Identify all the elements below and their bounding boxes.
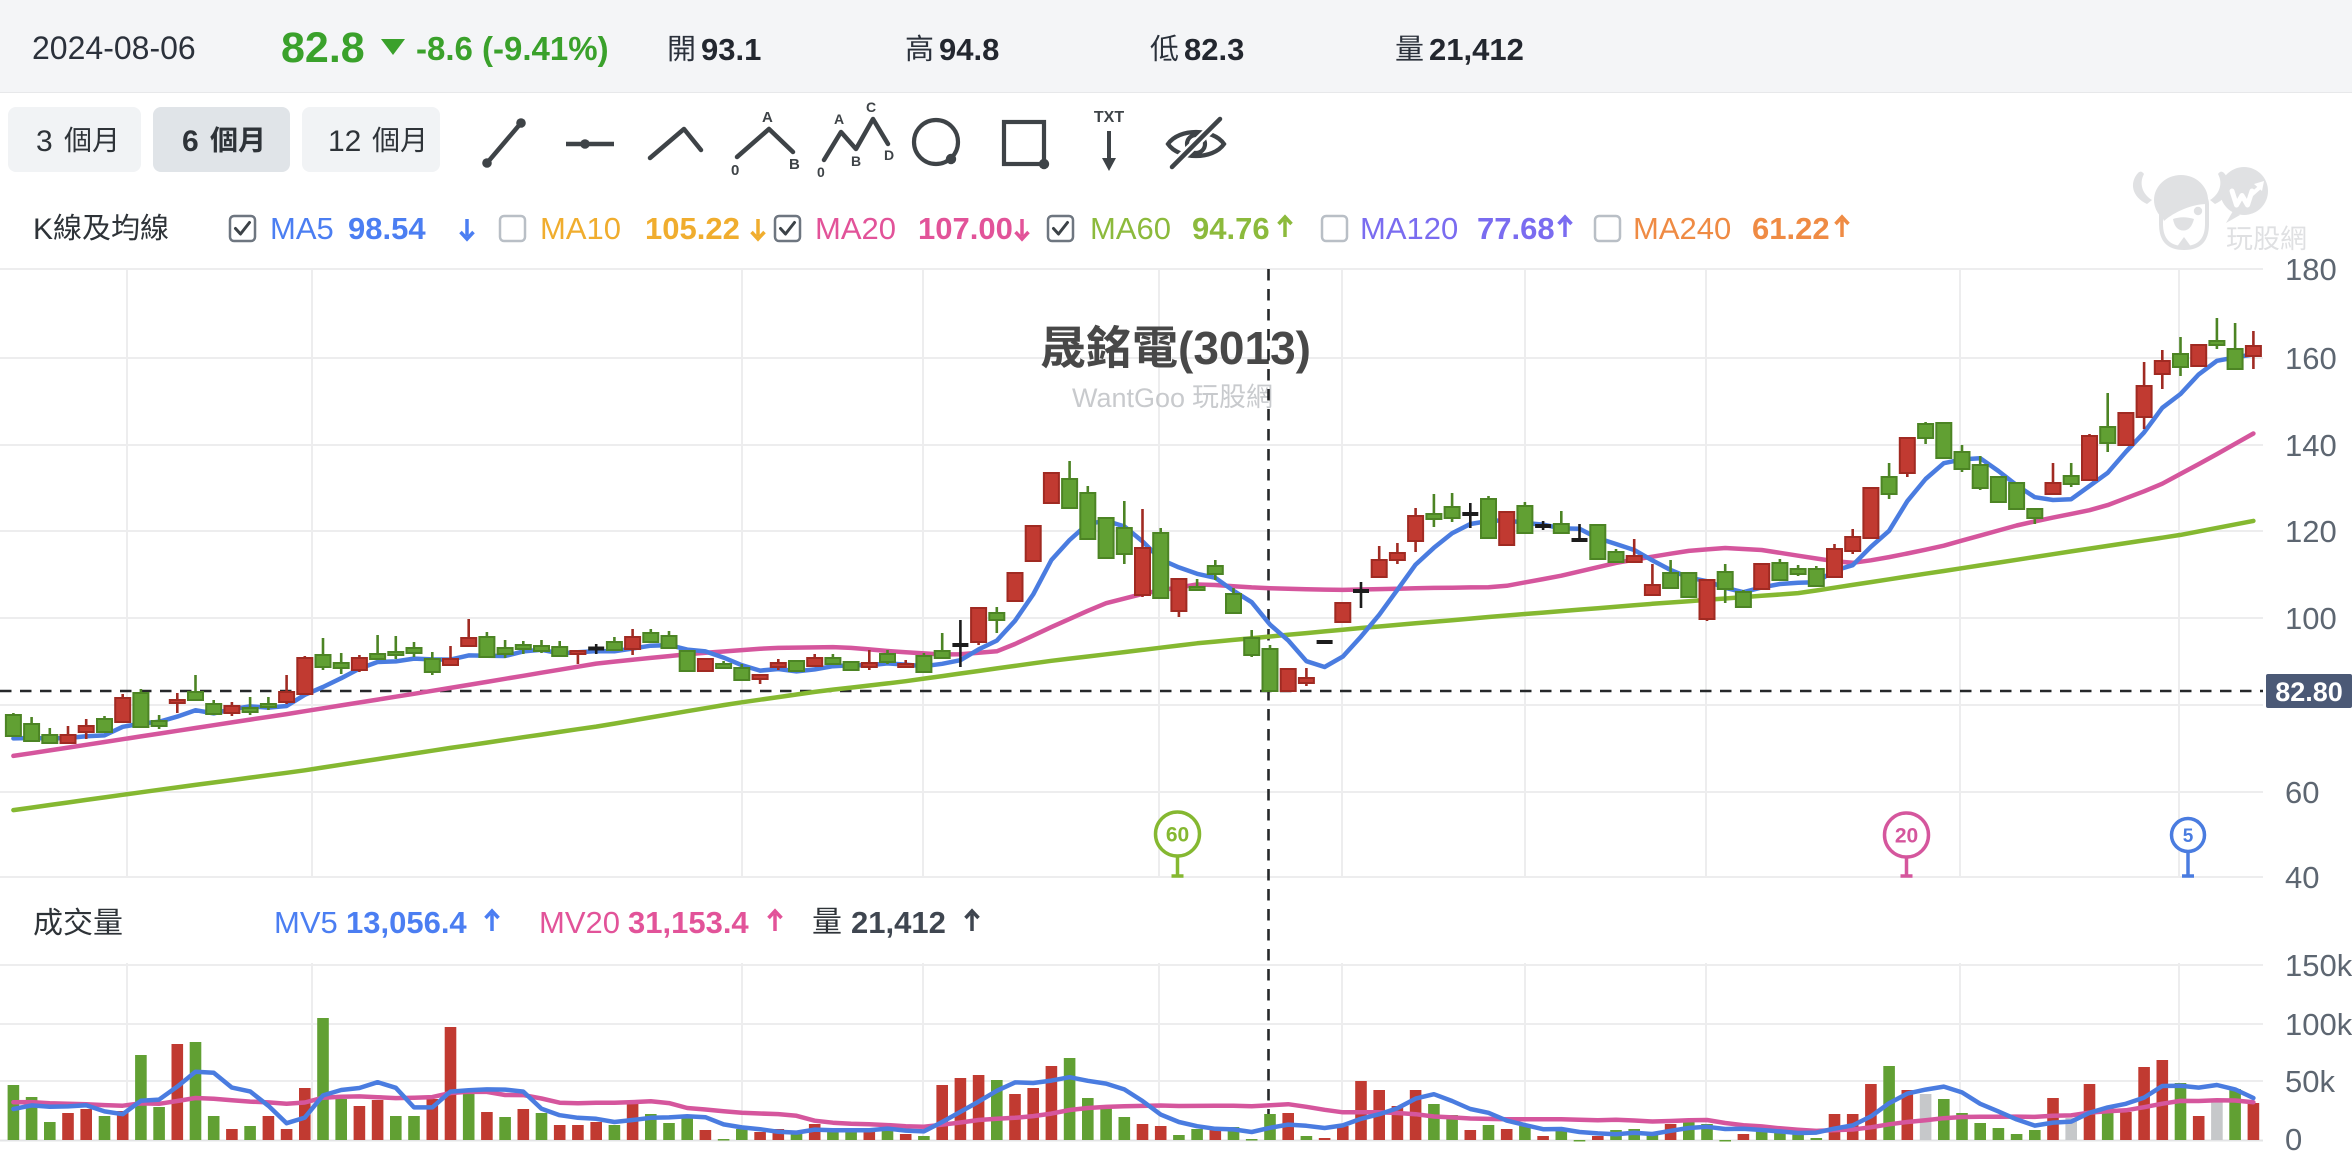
svg-text:94.8: 94.8 — [939, 32, 999, 67]
svg-text:61.22: 61.22 — [1752, 211, 1830, 246]
svg-text:D: D — [884, 147, 894, 163]
svg-text:82.3: 82.3 — [1184, 32, 1244, 67]
svg-text:105.22: 105.22 — [645, 211, 740, 246]
svg-text:A: A — [834, 111, 844, 127]
svg-text:13,056.4: 13,056.4 — [346, 905, 467, 940]
svg-text:98.54: 98.54 — [348, 211, 426, 246]
svg-text:93.1: 93.1 — [701, 32, 761, 67]
svg-text:MA120: MA120 — [1360, 211, 1458, 246]
svg-text:0: 0 — [817, 164, 825, 180]
svg-text:(3013): (3013) — [1178, 322, 1311, 374]
svg-text:140: 140 — [2285, 428, 2337, 463]
svg-text:31,153.4: 31,153.4 — [628, 905, 749, 940]
svg-text:TXT: TXT — [1094, 109, 1124, 126]
svg-text:WantGoo: WantGoo — [1072, 383, 1185, 413]
svg-text:21,412: 21,412 — [851, 905, 946, 940]
svg-text:MA240: MA240 — [1633, 211, 1731, 246]
svg-text:B: B — [789, 156, 800, 173]
svg-text:A: A — [762, 109, 773, 126]
svg-text:94.76: 94.76 — [1192, 211, 1270, 246]
svg-text:160: 160 — [2285, 341, 2337, 376]
svg-text:MA5: MA5 — [270, 211, 334, 246]
svg-text:MV5: MV5 — [274, 905, 338, 940]
svg-text:82.8: 82.8 — [281, 24, 365, 72]
svg-text:12: 12 — [328, 125, 361, 158]
svg-text:3: 3 — [36, 125, 53, 158]
svg-text:40: 40 — [2285, 860, 2319, 895]
svg-text:MA10: MA10 — [540, 211, 621, 246]
svg-text:MA60: MA60 — [1090, 211, 1171, 246]
svg-text:180: 180 — [2285, 252, 2337, 287]
svg-text:50k: 50k — [2285, 1064, 2335, 1099]
svg-text:77.68: 77.68 — [1477, 211, 1555, 246]
svg-text:K: K — [33, 213, 53, 246]
svg-text:6: 6 — [182, 125, 199, 158]
svg-text:21,412: 21,412 — [1429, 32, 1524, 67]
svg-text:107.00: 107.00 — [918, 211, 1013, 246]
svg-text:-8.6 (-9.41%): -8.6 (-9.41%) — [416, 30, 609, 67]
svg-text:60: 60 — [2285, 775, 2319, 810]
svg-text:100k: 100k — [2285, 1007, 2352, 1042]
svg-text:MV20: MV20 — [539, 905, 620, 940]
svg-text:2024-08-06: 2024-08-06 — [32, 30, 196, 66]
svg-text:C: C — [866, 99, 876, 115]
svg-text:100: 100 — [2285, 601, 2337, 636]
svg-text:0: 0 — [2285, 1122, 2302, 1152]
svg-text:B: B — [851, 153, 861, 169]
svg-text:MA20: MA20 — [815, 211, 896, 246]
svg-text:0: 0 — [731, 162, 739, 179]
svg-text:120: 120 — [2285, 514, 2337, 549]
svg-text:82.80: 82.80 — [2275, 677, 2343, 707]
svg-text:150k: 150k — [2285, 948, 2352, 983]
svg-text:60: 60 — [1166, 824, 1189, 847]
svg-text:5: 5 — [2183, 826, 2194, 847]
svg-text:20: 20 — [1895, 825, 1918, 848]
